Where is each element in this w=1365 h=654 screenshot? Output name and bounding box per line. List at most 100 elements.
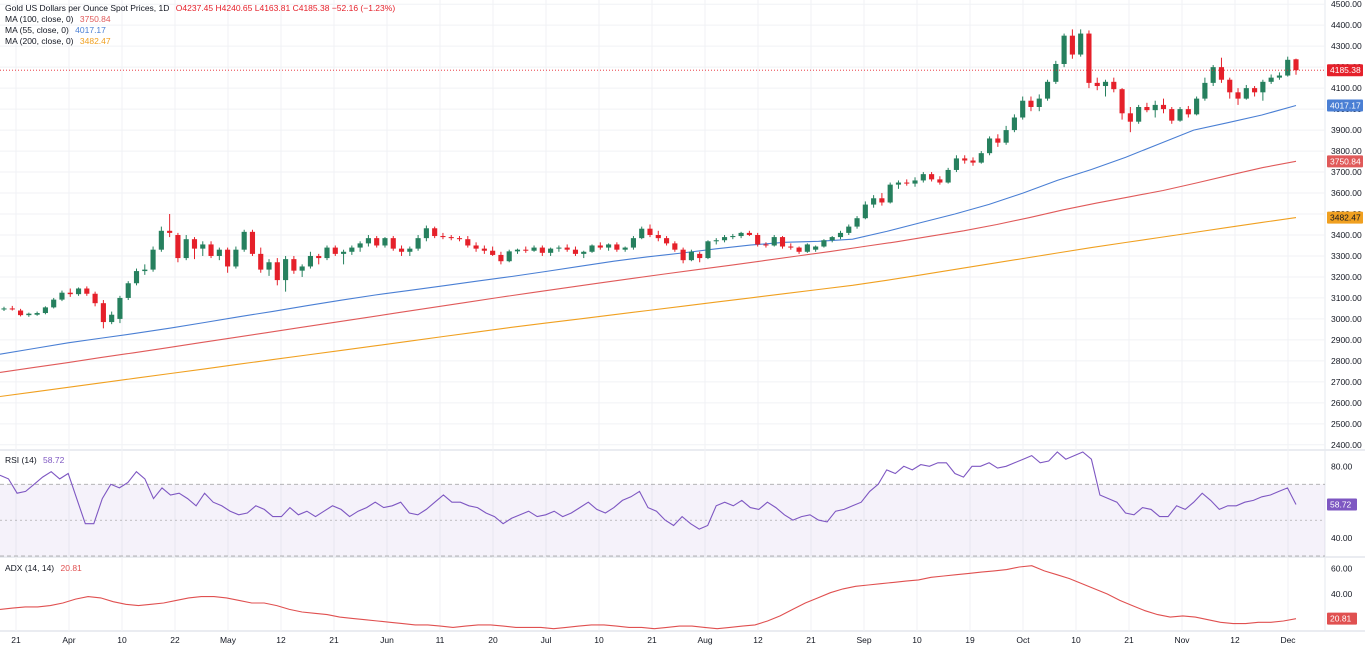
candle-body: [109, 314, 115, 323]
candle-body: [175, 234, 181, 259]
y-tick-label: 2600.00: [1331, 398, 1362, 408]
candle: [887, 182, 893, 204]
candle: [316, 253, 322, 265]
candle-body: [995, 138, 1001, 143]
candle: [1194, 96, 1200, 116]
candle: [1, 306, 7, 311]
candle-body: [1194, 98, 1200, 115]
candle-body: [796, 247, 802, 252]
candle: [142, 264, 148, 275]
candle-body: [622, 247, 628, 250]
candle: [796, 246, 802, 254]
candle-body: [241, 231, 247, 250]
rsi-label: RSI (14): [5, 455, 37, 465]
candle: [1144, 102, 1150, 113]
candle-body: [688, 251, 694, 261]
candle: [589, 244, 595, 253]
candle-body: [117, 297, 123, 319]
candle: [75, 287, 82, 296]
x-tick-label: 12: [1230, 635, 1240, 645]
candle: [895, 180, 902, 189]
candle: [498, 251, 504, 265]
ma200-legend: MA (200, close, 0) 3482.47: [5, 36, 395, 47]
candle: [233, 246, 239, 269]
candle: [1276, 72, 1283, 80]
candle: [432, 226, 438, 239]
candle: [1102, 79, 1109, 97]
candle-body: [514, 249, 521, 252]
candle: [523, 246, 529, 253]
candle: [1111, 77, 1117, 93]
candle: [647, 224, 653, 238]
candle-body: [34, 313, 40, 315]
candle-body: [291, 259, 297, 271]
candle-body: [953, 158, 960, 170]
candle: [1086, 30, 1092, 89]
candle-body: [365, 238, 371, 244]
candle: [630, 236, 637, 250]
symbol-line: Gold US Dollars per Ounce Spot Prices, 1…: [5, 3, 395, 14]
candle-body: [316, 255, 322, 259]
candle-body: [1169, 109, 1175, 121]
candle: [200, 241, 206, 256]
candle: [1252, 86, 1258, 97]
candle: [481, 245, 487, 254]
candle-body: [1210, 67, 1216, 83]
ma55-legend: MA (55, close, 0) 4017.17: [5, 25, 395, 36]
candle: [59, 290, 65, 302]
candle-body: [191, 239, 198, 249]
candle: [663, 236, 670, 246]
candle-body: [523, 249, 529, 251]
candle: [904, 179, 910, 186]
candle-body: [1044, 81, 1051, 99]
adx-value-label: 20.81: [1330, 614, 1352, 624]
candle-body: [929, 174, 935, 180]
candle: [283, 255, 289, 292]
candle: [357, 241, 363, 252]
candle-body: [465, 239, 471, 246]
x-tick-label: 21: [11, 635, 21, 645]
candle-body: [249, 231, 256, 254]
candle: [813, 245, 819, 252]
candle: [1227, 77, 1233, 99]
candle-body: [978, 153, 984, 163]
candle: [879, 193, 885, 206]
candle-body: [548, 248, 554, 253]
candle-body: [589, 245, 595, 252]
ohlc-close: C4185.38: [292, 3, 330, 13]
candle-body: [26, 313, 32, 316]
candle: [92, 291, 98, 307]
candle: [208, 241, 214, 259]
adx-label: ADX (14, 14): [5, 563, 55, 573]
x-tick-label: 10: [912, 635, 922, 645]
candle: [374, 236, 380, 248]
candle-body: [374, 238, 380, 246]
candle-body: [125, 283, 131, 298]
candle: [1053, 60, 1059, 84]
candle: [490, 246, 496, 256]
candle: [672, 241, 678, 252]
x-tick-label: 21: [329, 635, 339, 645]
candle-body: [630, 238, 637, 248]
candle-body: [1111, 81, 1117, 90]
candle-body: [266, 262, 272, 270]
candle-body: [340, 251, 347, 254]
candle: [42, 306, 48, 315]
y-tick-label: 2900.00: [1331, 335, 1362, 345]
candle-body: [962, 158, 968, 161]
candle-body: [9, 308, 15, 310]
ma200-label: MA (200, close, 0): [5, 36, 74, 46]
candle: [688, 249, 694, 262]
ma100-badge: [1327, 155, 1363, 168]
candle: [721, 234, 728, 243]
candle: [1003, 125, 1009, 145]
y-tick-label: 2400.00: [1331, 440, 1362, 450]
ma200-badge-label: 3482.47: [1330, 213, 1361, 223]
candle: [572, 246, 579, 256]
candle: [1177, 107, 1183, 122]
candle-body: [804, 244, 810, 252]
candle: [829, 236, 835, 243]
candle: [929, 172, 935, 182]
candle-body: [1152, 104, 1158, 111]
